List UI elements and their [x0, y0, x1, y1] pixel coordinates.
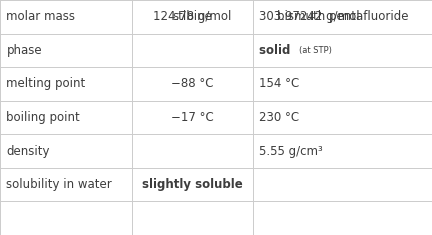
- Text: 303.97242 g/mol: 303.97242 g/mol: [259, 10, 360, 23]
- Text: −88 °C: −88 °C: [171, 77, 213, 90]
- Text: 5.55 g/cm³: 5.55 g/cm³: [259, 145, 323, 158]
- Text: phase: phase: [6, 44, 42, 57]
- Text: 124.78 g/mol: 124.78 g/mol: [153, 10, 232, 23]
- Text: melting point: melting point: [6, 77, 86, 90]
- Text: solid: solid: [259, 44, 299, 57]
- Text: (at STP): (at STP): [299, 46, 332, 55]
- Text: bismuth pentafluoride: bismuth pentafluoride: [276, 10, 408, 23]
- Text: stibine: stibine: [172, 10, 212, 23]
- Text: solubility in water: solubility in water: [6, 178, 112, 191]
- Text: 230 °C: 230 °C: [259, 111, 299, 124]
- Text: 154 °C: 154 °C: [259, 77, 299, 90]
- Text: boiling point: boiling point: [6, 111, 80, 124]
- Text: −17 °C: −17 °C: [171, 111, 213, 124]
- Text: density: density: [6, 145, 50, 158]
- Text: slightly soluble: slightly soluble: [142, 178, 243, 191]
- Text: molar mass: molar mass: [6, 10, 76, 23]
